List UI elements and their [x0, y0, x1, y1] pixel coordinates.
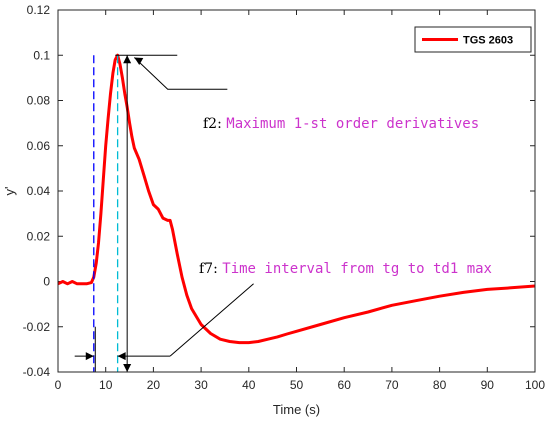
f2-text: Maximum 1-st order derivatives — [226, 116, 479, 132]
y-tick-label: -0.02 — [23, 320, 51, 334]
interval-arrow-left — [85, 352, 94, 361]
x-axis-title: Time (s) — [273, 402, 320, 417]
y-tick-label: 0.02 — [27, 229, 51, 243]
f7-leader-line — [169, 283, 254, 357]
x-tick-label: 20 — [147, 378, 161, 392]
x-tick-label: 80 — [433, 378, 447, 392]
f2-leader-line — [133, 57, 228, 90]
annotation-layer: f2: Maximum 1-st order derivatives f7: T… — [199, 116, 492, 277]
x-tick-label: 30 — [194, 378, 208, 392]
y-tick-label: 0.1 — [33, 48, 50, 62]
y-tick-label: 0.04 — [27, 184, 51, 198]
x-tick-label: 10 — [99, 378, 113, 392]
f7-text: Time interval from tg to td1 max — [222, 261, 492, 277]
x-tick-label: 0 — [55, 378, 62, 392]
axis-ticks: 0 10 20 30 40 50 60 70 80 90 100 -0.04 -0.02 0 0.02 0.0… — [23, 3, 546, 392]
x-tick-label: 40 — [242, 378, 256, 392]
x-tick-label: 60 — [338, 378, 352, 392]
marker-layer — [74, 54, 254, 373]
x-tick-label: 70 — [385, 378, 399, 392]
interval-arrow-right — [117, 352, 126, 361]
plot-frame — [57, 9, 536, 373]
x-tick-label: 50 — [290, 378, 304, 392]
f7-annotation: f7: Time interval from tg to td1 max — [199, 261, 492, 277]
f2-annotation: f2: Maximum 1-st order derivatives — [203, 116, 479, 132]
x-tick-label: 100 — [525, 378, 545, 392]
y-tick-label: 0.06 — [27, 139, 51, 153]
y-axis-title: y' — [2, 187, 17, 196]
x-tick-label: 90 — [481, 378, 495, 392]
y-tick-label: 0 — [43, 275, 50, 289]
peak-height-arrow-top — [123, 55, 132, 64]
y-tick-label: 0.12 — [27, 3, 51, 17]
f2-prefix: f2: — [203, 116, 226, 132]
series-layer — [57, 53, 536, 345]
series-line-tgs-2603 — [57, 53, 536, 345]
peak-height-arrow-bottom — [123, 364, 132, 372]
y-tick-label: 0.08 — [27, 94, 51, 108]
f2-leader-arrow — [134, 57, 144, 65]
legend: TGS 2603 — [414, 26, 532, 53]
y-tick-label: -0.04 — [23, 365, 51, 379]
legend-label-tgs-2603: TGS 2603 — [463, 35, 513, 47]
f7-prefix: f7: — [199, 261, 222, 277]
